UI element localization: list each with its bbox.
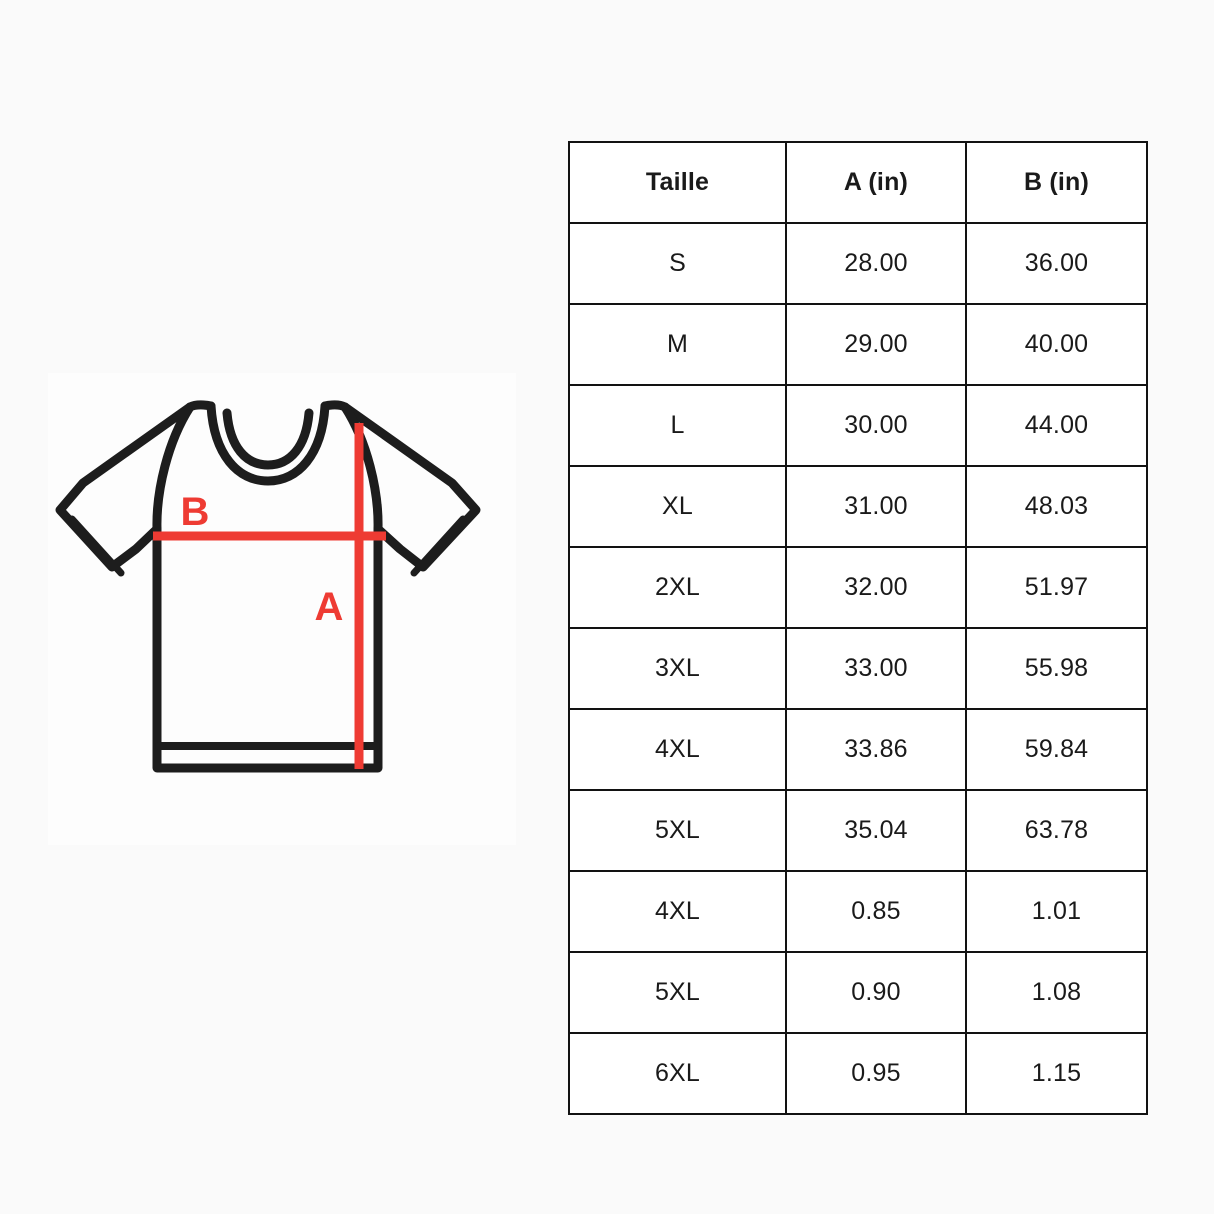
cell-b: 40.00 <box>965 303 1148 386</box>
measure-label-b: B <box>181 490 210 534</box>
cell-size: 6XL <box>568 1032 787 1115</box>
cell-b: 51.97 <box>965 546 1148 629</box>
column-header-size: Taille <box>568 141 787 224</box>
cell-size: M <box>568 303 787 386</box>
cell-a: 0.95 <box>785 1032 967 1115</box>
tshirt-right-cuff-line <box>410 515 467 577</box>
measure-label-a: A <box>315 585 344 629</box>
table-header-row: Taille A (in) B (in) <box>568 141 1148 224</box>
cell-b: 1.01 <box>965 870 1148 953</box>
cell-a: 32.00 <box>785 546 967 629</box>
size-table-body: S 28.00 36.00 M 29.00 40.00 L 30.00 44.0… <box>568 222 1148 1115</box>
cell-a: 30.00 <box>785 384 967 467</box>
cell-b: 1.15 <box>965 1032 1148 1115</box>
cell-size: S <box>568 222 787 305</box>
tshirt-diagram-icon: B A <box>55 400 481 773</box>
table-row: 6XL 0.95 1.15 <box>568 1032 1148 1115</box>
column-header-a: A (in) <box>785 141 967 224</box>
cell-b: 44.00 <box>965 384 1148 467</box>
table-row: 4XL 33.86 59.84 <box>568 708 1148 791</box>
size-table-header: Taille A (in) B (in) <box>568 141 1148 224</box>
table-row: S 28.00 36.00 <box>568 222 1148 305</box>
tshirt-collar-outer <box>206 401 330 486</box>
cell-b: 1.08 <box>965 951 1148 1034</box>
table-row: 4XL 0.85 1.01 <box>568 870 1148 953</box>
cell-size: 2XL <box>568 546 787 629</box>
cell-a: 33.86 <box>785 708 967 791</box>
cell-a: 0.85 <box>785 870 967 953</box>
table-row: XL 31.00 48.03 <box>568 465 1148 548</box>
tshirt-outline <box>55 400 481 773</box>
cell-size: 5XL <box>568 951 787 1034</box>
cell-size: 3XL <box>568 627 787 710</box>
cell-a: 33.00 <box>785 627 967 710</box>
cell-size: XL <box>568 465 787 548</box>
table-row: 5XL 0.90 1.08 <box>568 951 1148 1034</box>
cell-a: 28.00 <box>785 222 967 305</box>
cell-size: 5XL <box>568 789 787 872</box>
cell-b: 63.78 <box>965 789 1148 872</box>
tshirt-collar-inner <box>222 408 314 470</box>
table-row: 2XL 32.00 51.97 <box>568 546 1148 629</box>
tshirt-left-armhole-seam <box>152 402 195 534</box>
table-row: 3XL 33.00 55.98 <box>568 627 1148 710</box>
cell-a: 35.04 <box>785 789 967 872</box>
cell-b: 48.03 <box>965 465 1148 548</box>
cell-b: 55.98 <box>965 627 1148 710</box>
table-row: M 29.00 40.00 <box>568 303 1148 386</box>
cell-b: 36.00 <box>965 222 1148 305</box>
cell-b: 59.84 <box>965 708 1148 791</box>
tshirt-illustration-panel: B A <box>48 373 516 845</box>
cell-a: 31.00 <box>785 465 967 548</box>
size-table-container: Taille A (in) B (in) S 28.00 36.00 M 29.… <box>568 141 1148 1115</box>
cell-a: 0.90 <box>785 951 967 1034</box>
tshirt-left-cuff-line <box>68 515 125 577</box>
cell-a: 29.00 <box>785 303 967 386</box>
cell-size: 4XL <box>568 708 787 791</box>
cell-size: L <box>568 384 787 467</box>
table-row: L 30.00 44.00 <box>568 384 1148 467</box>
size-table: Taille A (in) B (in) S 28.00 36.00 M 29.… <box>568 141 1148 1115</box>
tshirt-right-armhole-seam <box>340 402 383 534</box>
cell-size: 4XL <box>568 870 787 953</box>
table-row: 5XL 35.04 63.78 <box>568 789 1148 872</box>
column-header-b: B (in) <box>965 141 1148 224</box>
